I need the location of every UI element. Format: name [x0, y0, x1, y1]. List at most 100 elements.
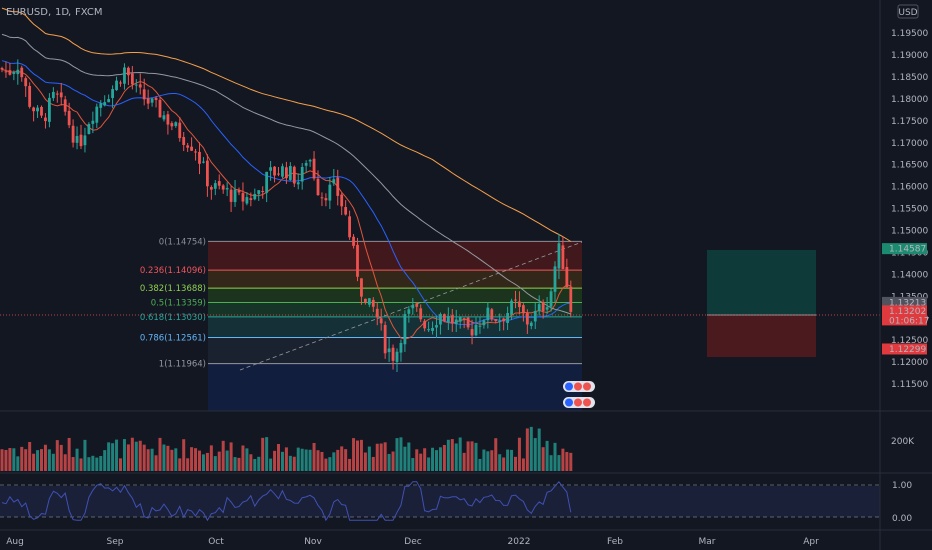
candle-body: [371, 299, 375, 307]
volume-bar: [435, 450, 438, 471]
event-marker-group-1[interactable]: [563, 381, 595, 392]
candle-body: [36, 107, 39, 112]
volume-bar: [217, 451, 221, 471]
price-axis-tick: 1.16000: [891, 183, 928, 193]
volume-bar: [502, 457, 506, 471]
flag-icon[interactable]: [583, 398, 591, 407]
price-tag-sl: [882, 343, 927, 355]
price-tag-label: 1.12299: [889, 345, 926, 355]
flag-icon[interactable]: [565, 382, 573, 391]
candle-body: [174, 122, 178, 127]
candle-body: [229, 189, 233, 202]
volume-bar: [529, 426, 533, 471]
candle-body: [549, 291, 553, 307]
position-target-zone[interactable]: [707, 250, 816, 315]
volume-bar: [296, 447, 300, 471]
candle-body: [529, 322, 533, 326]
volume-bar: [320, 451, 324, 471]
candle-body: [541, 302, 545, 311]
flag-icon[interactable]: [583, 382, 591, 391]
event-markers[interactable]: [563, 381, 595, 408]
candle-body: [545, 307, 549, 310]
long-position-tool[interactable]: [707, 250, 816, 357]
volume-bar: [541, 447, 545, 471]
candle-body: [217, 181, 221, 186]
fibonacci-retracement[interactable]: 0(1.14754) 0.236(1.14096) 0.382(1.13688) 0.…: [140, 237, 582, 411]
volume-bar: [95, 457, 99, 471]
candle-body: [344, 207, 348, 215]
symbol-legend[interactable]: EURUSD , 1D , FXCM: [6, 7, 103, 18]
candle-body: [91, 120, 95, 124]
volume-bar: [59, 444, 63, 471]
candle-body: [292, 166, 296, 184]
candle-body: [51, 91, 55, 99]
candle-body: [142, 89, 146, 100]
volume-bar: [379, 443, 383, 471]
price-axis-tick: 1.18500: [891, 73, 928, 83]
candle-body: [537, 304, 541, 312]
candle-body: [336, 177, 340, 196]
candle-body: [75, 136, 79, 143]
flag-icon[interactable]: [574, 398, 582, 407]
volume-bar: [20, 446, 24, 471]
volume-bar: [423, 448, 427, 471]
time-axis-label: Feb: [607, 537, 623, 547]
currency-label[interactable]: USD: [898, 8, 917, 18]
candle-body: [367, 298, 371, 305]
volume-bar: [166, 445, 170, 471]
volume-bar: [4, 449, 8, 471]
candle-body: [356, 244, 359, 277]
candle-body: [95, 106, 99, 123]
candle-body: [312, 158, 316, 179]
time-axis-label: Oct: [208, 537, 224, 547]
position-stop-zone[interactable]: [707, 315, 816, 357]
volume-bar: [324, 458, 328, 471]
candle-body: [288, 166, 292, 180]
symbol-name[interactable]: EURUSD: [6, 7, 48, 18]
volume-bar: [205, 452, 209, 471]
flag-icon[interactable]: [565, 398, 573, 407]
candle-body: [522, 305, 525, 314]
volume-bar: [332, 452, 336, 471]
volume-bar: [348, 458, 352, 471]
volume-bar: [233, 457, 237, 471]
candle-body: [48, 97, 51, 122]
candle-body: [190, 146, 193, 151]
volume-bar: [221, 440, 225, 471]
candle-body: [474, 324, 478, 336]
price-axis-tick: 1.17500: [891, 117, 928, 127]
price-axis-tick: 1.19500: [891, 29, 928, 39]
candle-body: [4, 71, 8, 73]
time-axis[interactable]: Aug Sep Oct Nov Dec 2022 Feb Mar Apr: [6, 537, 819, 547]
volume-bar: [462, 452, 466, 471]
volume-bar: [154, 455, 158, 471]
price-axis-tick: 1.15000: [891, 227, 928, 237]
volume-bar: [454, 443, 458, 471]
candle-body: [16, 69, 20, 75]
volume-bar: [253, 458, 257, 471]
timeframe-label[interactable]: 1D: [55, 7, 69, 18]
volume-bar: [229, 442, 233, 471]
candle-body: [510, 300, 513, 315]
candle-body: [569, 286, 573, 312]
rsi-axis-lower: 0.00: [892, 514, 912, 524]
candle-body: [514, 299, 517, 301]
candle-body: [360, 278, 363, 297]
candle-body: [281, 166, 284, 177]
rsi-line: [1, 481, 572, 522]
volume-bar: [67, 437, 71, 471]
volume-bar: [533, 438, 537, 471]
candle-body: [67, 110, 71, 126]
event-marker-group-2[interactable]: [563, 397, 595, 408]
flag-icon[interactable]: [574, 382, 582, 391]
candle-body: [431, 327, 434, 331]
volume-bar: [438, 447, 442, 471]
volume-bar: [431, 447, 435, 471]
candle-body: [150, 98, 154, 103]
volume-bar: [427, 457, 431, 471]
currency-button[interactable]: USD: [897, 4, 919, 19]
volume-bar: [237, 457, 241, 471]
volume-bar: [182, 439, 186, 471]
candle-body: [391, 347, 395, 361]
